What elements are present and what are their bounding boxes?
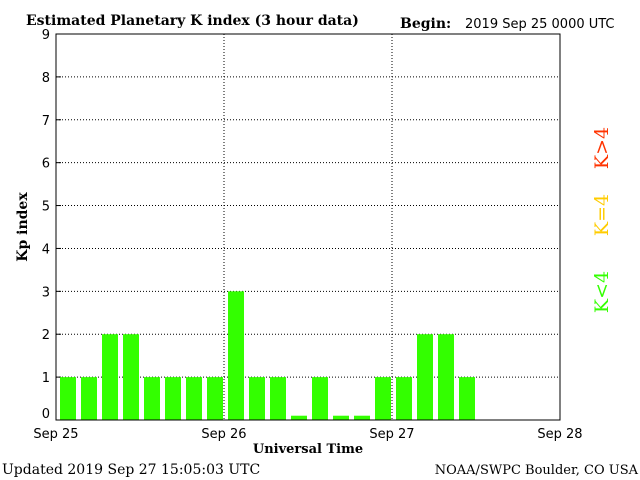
- bars: [60, 291, 475, 420]
- kp-bar: [81, 377, 97, 420]
- kp-bar: [270, 377, 286, 420]
- y-tick-label: 9: [42, 28, 50, 43]
- x-tick-label: Sep 27: [369, 427, 414, 442]
- y-tick-label: 3: [42, 285, 50, 300]
- x-tick-labels: Sep 25 Sep 26 Sep 27 Sep 28: [33, 427, 582, 442]
- y-axis-label: Kp index: [15, 192, 31, 262]
- kp-bar: [207, 377, 223, 420]
- kp-bar: [417, 334, 433, 420]
- begin-label: Begin:: [400, 16, 451, 32]
- x-tick-label: Sep 26: [201, 427, 246, 442]
- y-tick-labels: 0 1 2 3 4 5 6 7 8 9: [42, 28, 50, 422]
- kp-bar: [375, 377, 391, 420]
- legend-low: K<4: [591, 271, 613, 313]
- legend-equal: K=4: [591, 194, 613, 236]
- kp-bar: [249, 377, 265, 420]
- kp-bar: [60, 377, 76, 420]
- kp-bar: [312, 377, 328, 420]
- kp-bar: [102, 334, 118, 420]
- x-tick-label: Sep 25: [33, 427, 78, 442]
- y-tick-label: 6: [42, 157, 50, 172]
- y-tick-label: 4: [42, 242, 50, 257]
- kp-bar: [291, 415, 307, 420]
- plot-frame: [55, 33, 561, 421]
- kp-bar: [333, 415, 349, 420]
- kp-bar: [165, 377, 181, 420]
- y-tick-label: 8: [42, 71, 50, 86]
- begin-value: 2019 Sep 25 0000 UTC: [465, 17, 615, 32]
- kp-bar: [354, 415, 370, 420]
- kp-bar: [123, 334, 139, 420]
- y-tick-label: 7: [42, 114, 50, 129]
- kp-bar: [396, 377, 412, 420]
- x-tick-label: Sep 28: [537, 427, 582, 442]
- credit-line: NOAA/SWPC Boulder, CO USA: [435, 463, 639, 478]
- kp-bar: [459, 377, 475, 420]
- chart-title: Estimated Planetary K index (3 hour data…: [26, 13, 359, 29]
- kp-bar: [186, 377, 202, 420]
- kp-bar: [144, 377, 160, 420]
- x-axis-label: Universal Time: [253, 442, 363, 457]
- y-tick-label: 0: [42, 407, 50, 422]
- kp-bar: [228, 291, 244, 420]
- kp-bar: [438, 334, 454, 420]
- grid: [56, 33, 560, 420]
- y-tick-label: 1: [42, 371, 50, 386]
- updated-timestamp: Updated 2019 Sep 27 15:05:03 UTC: [2, 462, 260, 478]
- legend-high: K>4: [591, 127, 613, 169]
- y-tick-label: 5: [42, 200, 50, 215]
- y-tick-label: 2: [42, 328, 50, 343]
